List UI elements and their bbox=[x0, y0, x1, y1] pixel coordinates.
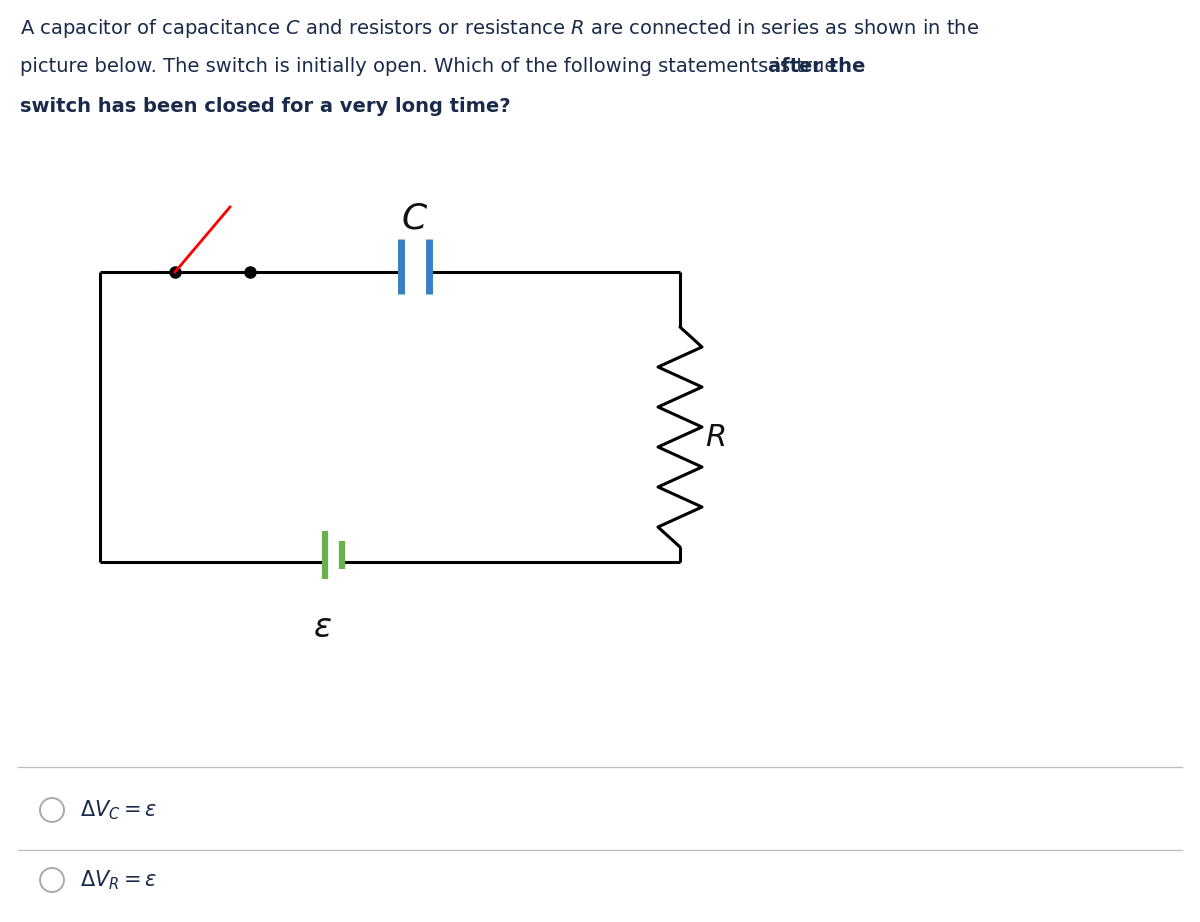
Text: after the: after the bbox=[768, 57, 865, 76]
Text: picture below. The switch is initially open. Which of the following statements i: picture below. The switch is initially o… bbox=[20, 57, 842, 76]
Text: switch has been closed for a very long time?: switch has been closed for a very long t… bbox=[20, 97, 511, 116]
Text: $\epsilon$: $\epsilon$ bbox=[312, 612, 331, 644]
Text: $C$: $C$ bbox=[402, 201, 428, 235]
Text: $R$: $R$ bbox=[706, 421, 725, 453]
Text: $\Delta V_R = \epsilon$: $\Delta V_R = \epsilon$ bbox=[80, 869, 157, 892]
Text: A capacitor of capacitance $C$ and resistors or resistance $R$ are connected in : A capacitor of capacitance $C$ and resis… bbox=[20, 17, 979, 40]
Text: $\Delta V_C = \epsilon$: $\Delta V_C = \epsilon$ bbox=[80, 798, 157, 822]
